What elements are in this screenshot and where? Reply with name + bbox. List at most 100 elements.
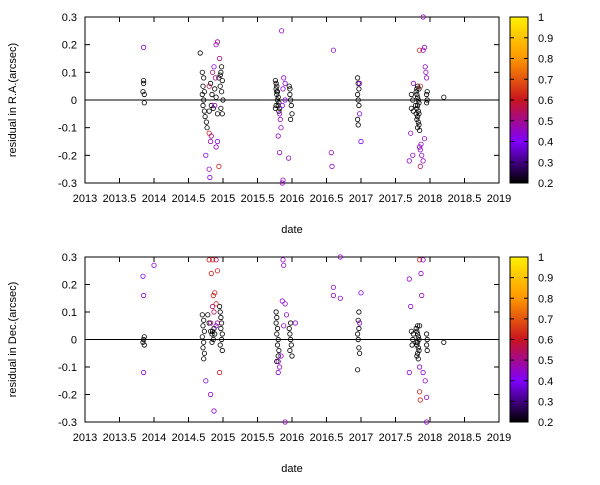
panel-1-data-point — [275, 94, 281, 100]
panel-1-data-point — [214, 111, 221, 117]
panel-1-data-point — [285, 155, 292, 161]
panel-2-data-point — [201, 328, 207, 334]
panel-1-data-point — [416, 127, 423, 133]
panel-1-x-axis-label: date — [281, 224, 302, 236]
panel-2-data-point — [410, 336, 416, 343]
panel-2: 2013 2013.5 2014 2014.5 2015 2015.5 2016 2016.5… — [7, 252, 553, 475]
panel-1-data-point — [328, 150, 334, 156]
panel-1-data-point — [414, 116, 420, 123]
panel-2-data-point — [141, 336, 147, 343]
panel-1-x-tick-label: 2015 — [211, 193, 235, 205]
panel-1-data-point — [276, 108, 282, 114]
panel-2-data-point — [199, 312, 205, 318]
panel-1-x-tick-label: 2018 — [418, 193, 442, 205]
panel-2-y-tick-label: 0.2 — [62, 280, 77, 292]
panel-1-data-point — [410, 152, 416, 158]
panel-2-y-tick-label: -0.1 — [58, 362, 77, 374]
panel-1-data-point — [200, 102, 206, 109]
panel-2-y-tick-label: 0.3 — [62, 252, 77, 264]
panel-1-data-point — [201, 75, 207, 81]
panel-1-data-point — [280, 86, 286, 92]
panel-1-data-point — [355, 122, 361, 128]
panel-2-colorbar-label: 0.6 — [538, 335, 553, 347]
panel-2-data-point — [287, 320, 294, 326]
panel-2-data-point — [205, 312, 211, 318]
panel-2-data-point — [140, 339, 146, 345]
panel-2-data-point — [282, 301, 288, 307]
panel-1-data-point — [421, 136, 428, 142]
panel-1-data-point — [414, 83, 421, 89]
panel-1-data-point — [207, 174, 213, 181]
panel-2-y-tick-label: 0.1 — [62, 307, 77, 319]
panel-1-y-tick-label: 0.2 — [62, 40, 77, 52]
panel-2-data-point — [212, 331, 218, 337]
panel-1-colorbar-label: 0.7 — [538, 74, 553, 86]
panel-1-data-point — [219, 89, 225, 95]
panel-2-data-point — [275, 358, 281, 365]
panel-1-data-point — [209, 91, 215, 98]
panel-2-data-point — [203, 378, 209, 384]
panel-1-data-point — [212, 75, 218, 81]
panel-1-data-point — [406, 158, 412, 164]
panel-1-data-point — [219, 78, 225, 84]
panel-1-x-tick-label: 2018.5 — [448, 193, 482, 205]
panel-2-data-point — [274, 358, 280, 365]
panel-1-data-point — [214, 39, 221, 45]
panel-1-data-point — [212, 86, 218, 92]
panel-2-colorbar-label: 0.4 — [538, 376, 553, 388]
panel-1-data-point — [210, 105, 216, 111]
panel-1-data-point — [416, 111, 422, 117]
panel-2-data-point — [219, 331, 225, 337]
panel-1-y-tick-label: 0.1 — [62, 67, 77, 79]
panel-2-data-point — [217, 342, 223, 348]
panel-2-data-point — [208, 270, 214, 277]
panel-2-colorbar-label: 0.2 — [538, 417, 553, 429]
panel-1-data-point — [415, 119, 421, 125]
panel-1-data-point — [217, 83, 223, 89]
panel-2-data-point — [355, 336, 361, 343]
panel-2-data-point — [337, 254, 343, 260]
panel-1-data-point — [273, 102, 279, 109]
panel-2-data-point — [281, 323, 287, 329]
panel-2-data-point — [141, 342, 147, 348]
panel-2-data-point — [274, 314, 280, 321]
panel-2-data-point — [214, 320, 221, 326]
panel-2-data-point — [409, 342, 415, 348]
panel-1-data-point — [212, 102, 218, 109]
panel-1-data-point — [217, 55, 223, 62]
panel-1-data-point — [356, 80, 363, 87]
panel-1-data-point — [218, 69, 224, 75]
panel-1-data-point — [287, 86, 293, 92]
panel-2-x-tick-label: 2016.5 — [310, 432, 344, 444]
panel-1-data-point — [203, 152, 209, 158]
panel-2-data-point — [292, 320, 298, 326]
panel-1-data-point — [279, 102, 285, 109]
panel-2-data-point — [218, 325, 224, 332]
panel-2-data-point — [441, 339, 447, 345]
panel-1-data-point — [410, 80, 416, 87]
panel-1-data-point — [273, 80, 279, 87]
panel-1-data-point — [216, 163, 222, 169]
panel-2-data-point — [415, 356, 421, 362]
panel-1: 2013 2013.5 2014 2014.5 2015 2015.5 2016 2016.5… — [7, 12, 553, 236]
panel-1-data-point — [410, 108, 416, 114]
panel-2-data-point — [279, 298, 285, 304]
panel-2-x-tick-label: 2013.5 — [103, 432, 137, 444]
panel-1-data-point — [206, 166, 212, 172]
panel-1-data-point — [206, 108, 212, 114]
panel-2-data-point — [413, 325, 419, 332]
panel-1-data-point — [274, 89, 280, 95]
panel-2-data-point — [423, 331, 430, 337]
panel-1-data-point — [208, 133, 214, 139]
panel-1-data-point — [141, 44, 147, 51]
panel-2-data-point — [416, 364, 423, 370]
panel-2-data-point — [416, 323, 423, 329]
panel-2-data-point — [414, 328, 420, 334]
panel-1-data-point — [273, 86, 279, 92]
panel-2-data-point — [423, 394, 430, 400]
panel-1-data-point — [208, 80, 214, 87]
panel-2-x-tick-label: 2015 — [211, 432, 235, 444]
panel-2-data-point — [424, 347, 430, 354]
panel-1-colorbar-label: 1 — [538, 12, 544, 24]
panel-2-data-point — [419, 292, 425, 299]
